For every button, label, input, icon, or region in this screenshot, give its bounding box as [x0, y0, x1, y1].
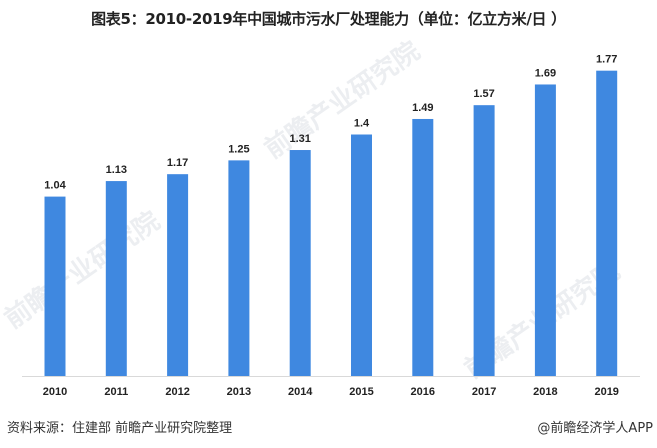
data-label: 1.4 [354, 118, 370, 130]
bar-chart: 1.04 2010 1.13 2011 1.17 2012 1.25 2013 1.31 2014… [22, 54, 640, 398]
data-label: 1.57 [473, 88, 494, 100]
bar-2011 [105, 181, 127, 376]
x-tick-label: 2013 [227, 386, 251, 398]
bar-2014 [289, 150, 311, 376]
x-tick-label: 2010 [43, 386, 67, 398]
data-label: 1.13 [106, 164, 127, 176]
x-tick-label: 2019 [594, 386, 618, 398]
x-tick-label: 2017 [472, 386, 496, 398]
chart-title: 图表5：2010-2019年中国城市污水厂处理能力（单位：亿立方米/日 ） [91, 10, 566, 28]
bar-2012 [167, 174, 189, 376]
x-tick-label: 2015 [349, 386, 373, 398]
brand-credit: @前瞻经济学人APP [537, 421, 653, 436]
source-note: 资料来源：住建部 前瞻产业研究院整理 [7, 421, 233, 436]
data-label: 1.77 [596, 54, 617, 66]
x-tick-label: 2011 [104, 386, 128, 398]
data-label: 1.04 [44, 180, 66, 192]
data-label: 1.69 [535, 67, 556, 79]
data-label: 1.31 [289, 133, 310, 145]
bar-2010 [44, 196, 66, 376]
bar-2015 [351, 134, 372, 376]
x-tick-label: 2014 [288, 386, 313, 398]
data-label: 1.25 [228, 143, 249, 155]
data-label: 1.49 [412, 102, 433, 114]
bar-2017 [473, 105, 495, 377]
x-tick-label: 2012 [165, 386, 189, 398]
x-tick-label: 2018 [533, 386, 557, 398]
bar-2016 [412, 118, 434, 376]
data-label: 1.17 [167, 157, 188, 169]
bar-2019 [596, 70, 618, 377]
bar-2018 [534, 84, 556, 376]
bar-2013 [228, 160, 250, 376]
x-tick-label: 2016 [411, 386, 435, 398]
